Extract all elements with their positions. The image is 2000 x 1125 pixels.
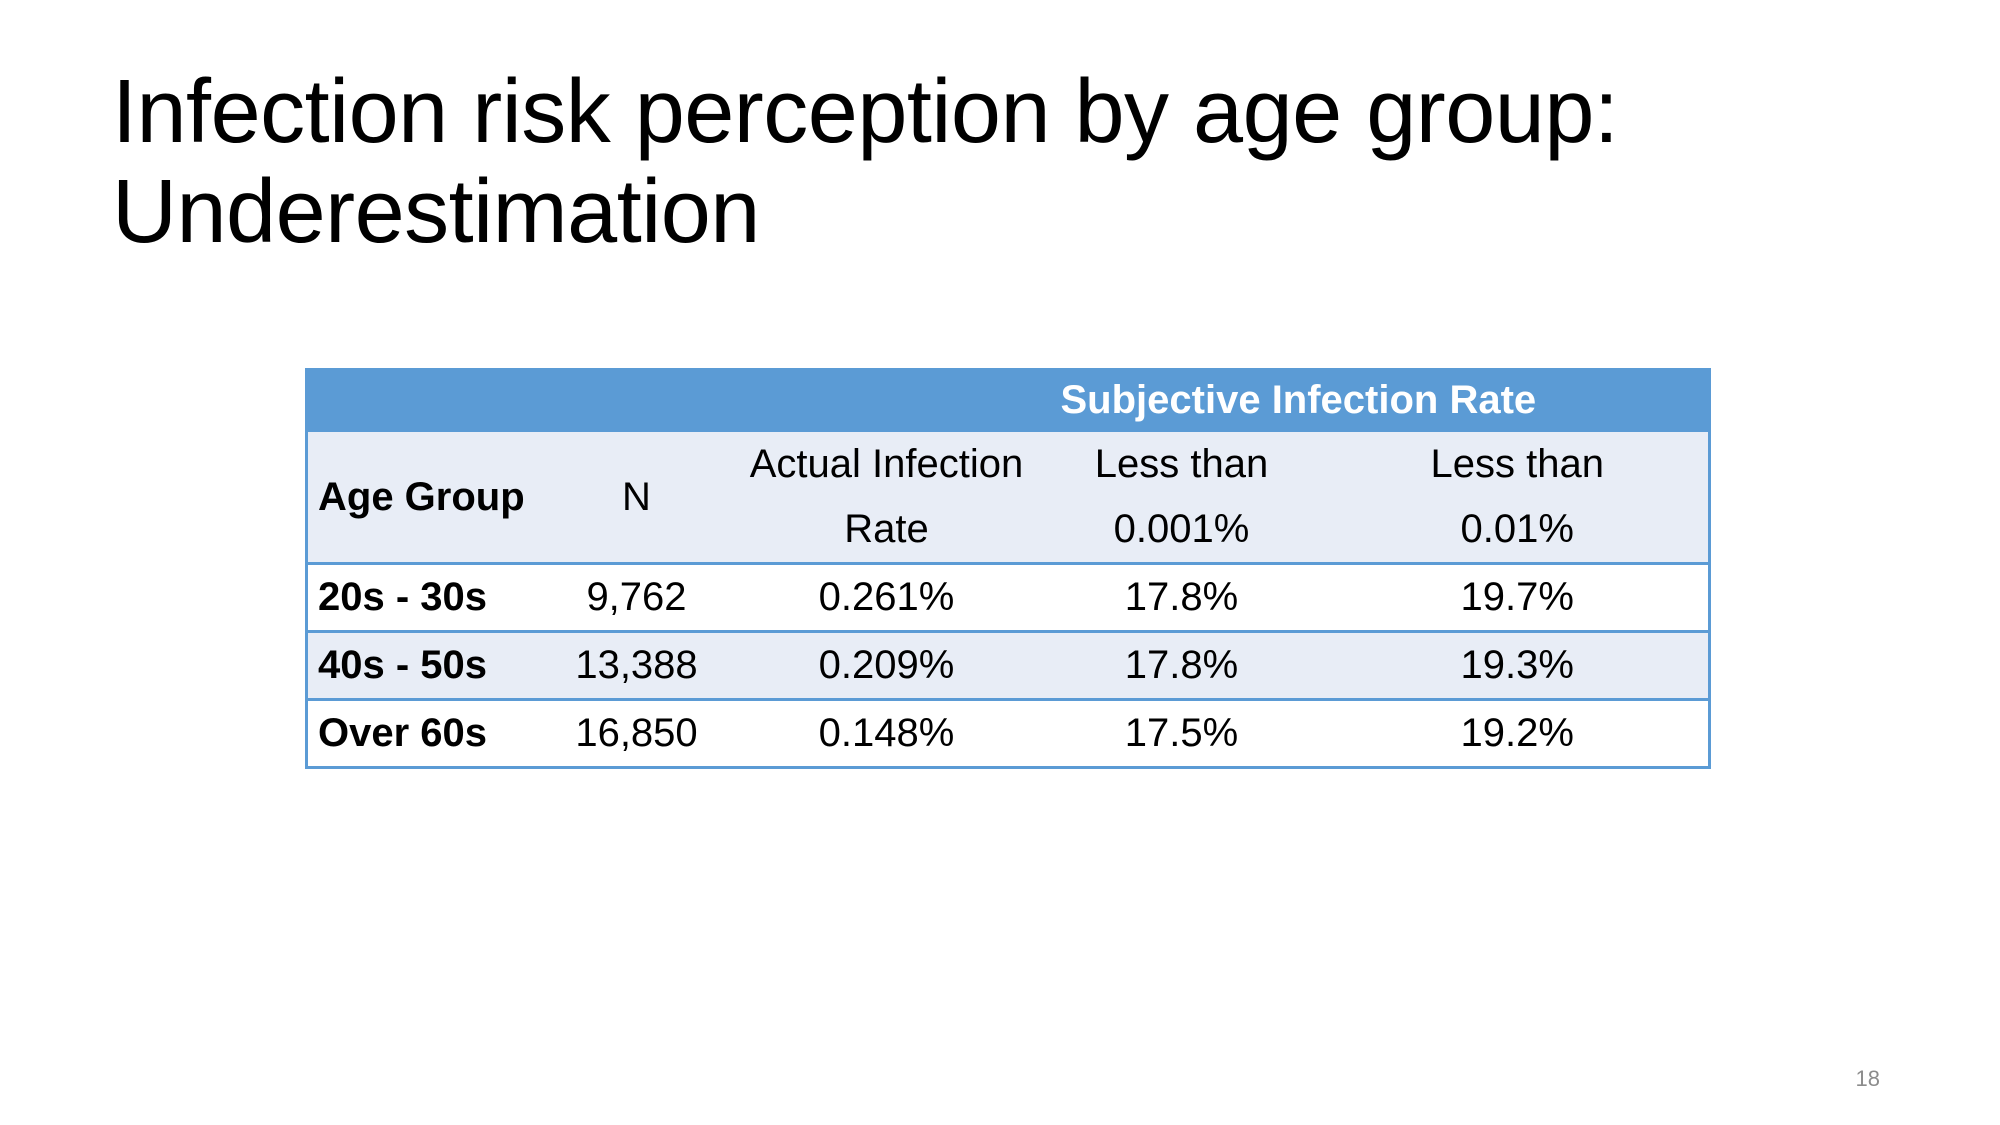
age-group-cell: 40s - 50s — [306, 631, 537, 701]
n-cell: 9,762 — [536, 563, 737, 633]
group-header-empty-cell — [536, 368, 737, 432]
less-than-0001-cell: 17.8% — [1036, 563, 1327, 633]
infection-rate-table: Subjective Infection Rate Age Group N Ac… — [305, 368, 1712, 769]
less-than-001-header: Less than 0.01% — [1326, 432, 1710, 565]
group-header-empty-cell — [736, 368, 1037, 432]
slide-title: Infection risk perception by age group: … — [112, 62, 1812, 262]
less-than-0001-header-line-1: Less than — [1094, 442, 1269, 486]
less-than-001-cell: 19.2% — [1326, 699, 1710, 768]
age-group-cell: Over 60s — [306, 699, 537, 768]
table-group-header-row: Subjective Infection Rate — [306, 368, 1710, 432]
actual-rate-cell: 0.148% — [736, 699, 1037, 768]
table-row: Over 60s 16,850 0.148% 17.5% 19.2% — [306, 699, 1710, 768]
slide-title-line-1: Infection risk perception by age group: — [112, 62, 1619, 162]
age-group-header: Age Group — [306, 432, 537, 565]
less-than-0001-cell: 17.5% — [1036, 699, 1327, 768]
actual-rate-cell: 0.261% — [736, 563, 1037, 633]
less-than-001-header-line-2: 0.01% — [1460, 507, 1574, 551]
table-column-header-row: Age Group N Actual Infection Rate Less t… — [306, 432, 1710, 565]
less-than-0001-header: Less than 0.001% — [1036, 432, 1327, 565]
n-cell: 16,850 — [536, 699, 737, 768]
slide-title-line-2: Underestimation — [112, 162, 760, 262]
less-than-001-cell: 19.3% — [1326, 631, 1710, 701]
less-than-001-cell: 19.7% — [1326, 563, 1710, 633]
actual-infection-rate-header-line-2: Rate — [844, 507, 929, 551]
less-than-0001-cell: 17.8% — [1036, 631, 1327, 701]
table-row: 20s - 30s 9,762 0.261% 17.8% 19.7% — [306, 563, 1710, 633]
n-cell: 13,388 — [536, 631, 737, 701]
actual-infection-rate-header-line-1: Actual Infection — [749, 442, 1024, 486]
table-row: 40s - 50s 13,388 0.209% 17.8% 19.3% — [306, 631, 1710, 701]
subjective-infection-rate-header: Subjective Infection Rate — [1036, 368, 1710, 432]
n-header: N — [536, 432, 737, 565]
group-header-empty-cell — [306, 368, 537, 432]
page-number: 18 — [1855, 1066, 1880, 1091]
actual-rate-cell: 0.209% — [736, 631, 1037, 701]
actual-infection-rate-header: Actual Infection Rate — [736, 432, 1037, 565]
less-than-001-header-line-1: Less than — [1430, 442, 1604, 486]
less-than-0001-header-line-2: 0.001% — [1113, 507, 1250, 551]
age-group-cell: 20s - 30s — [306, 563, 537, 633]
